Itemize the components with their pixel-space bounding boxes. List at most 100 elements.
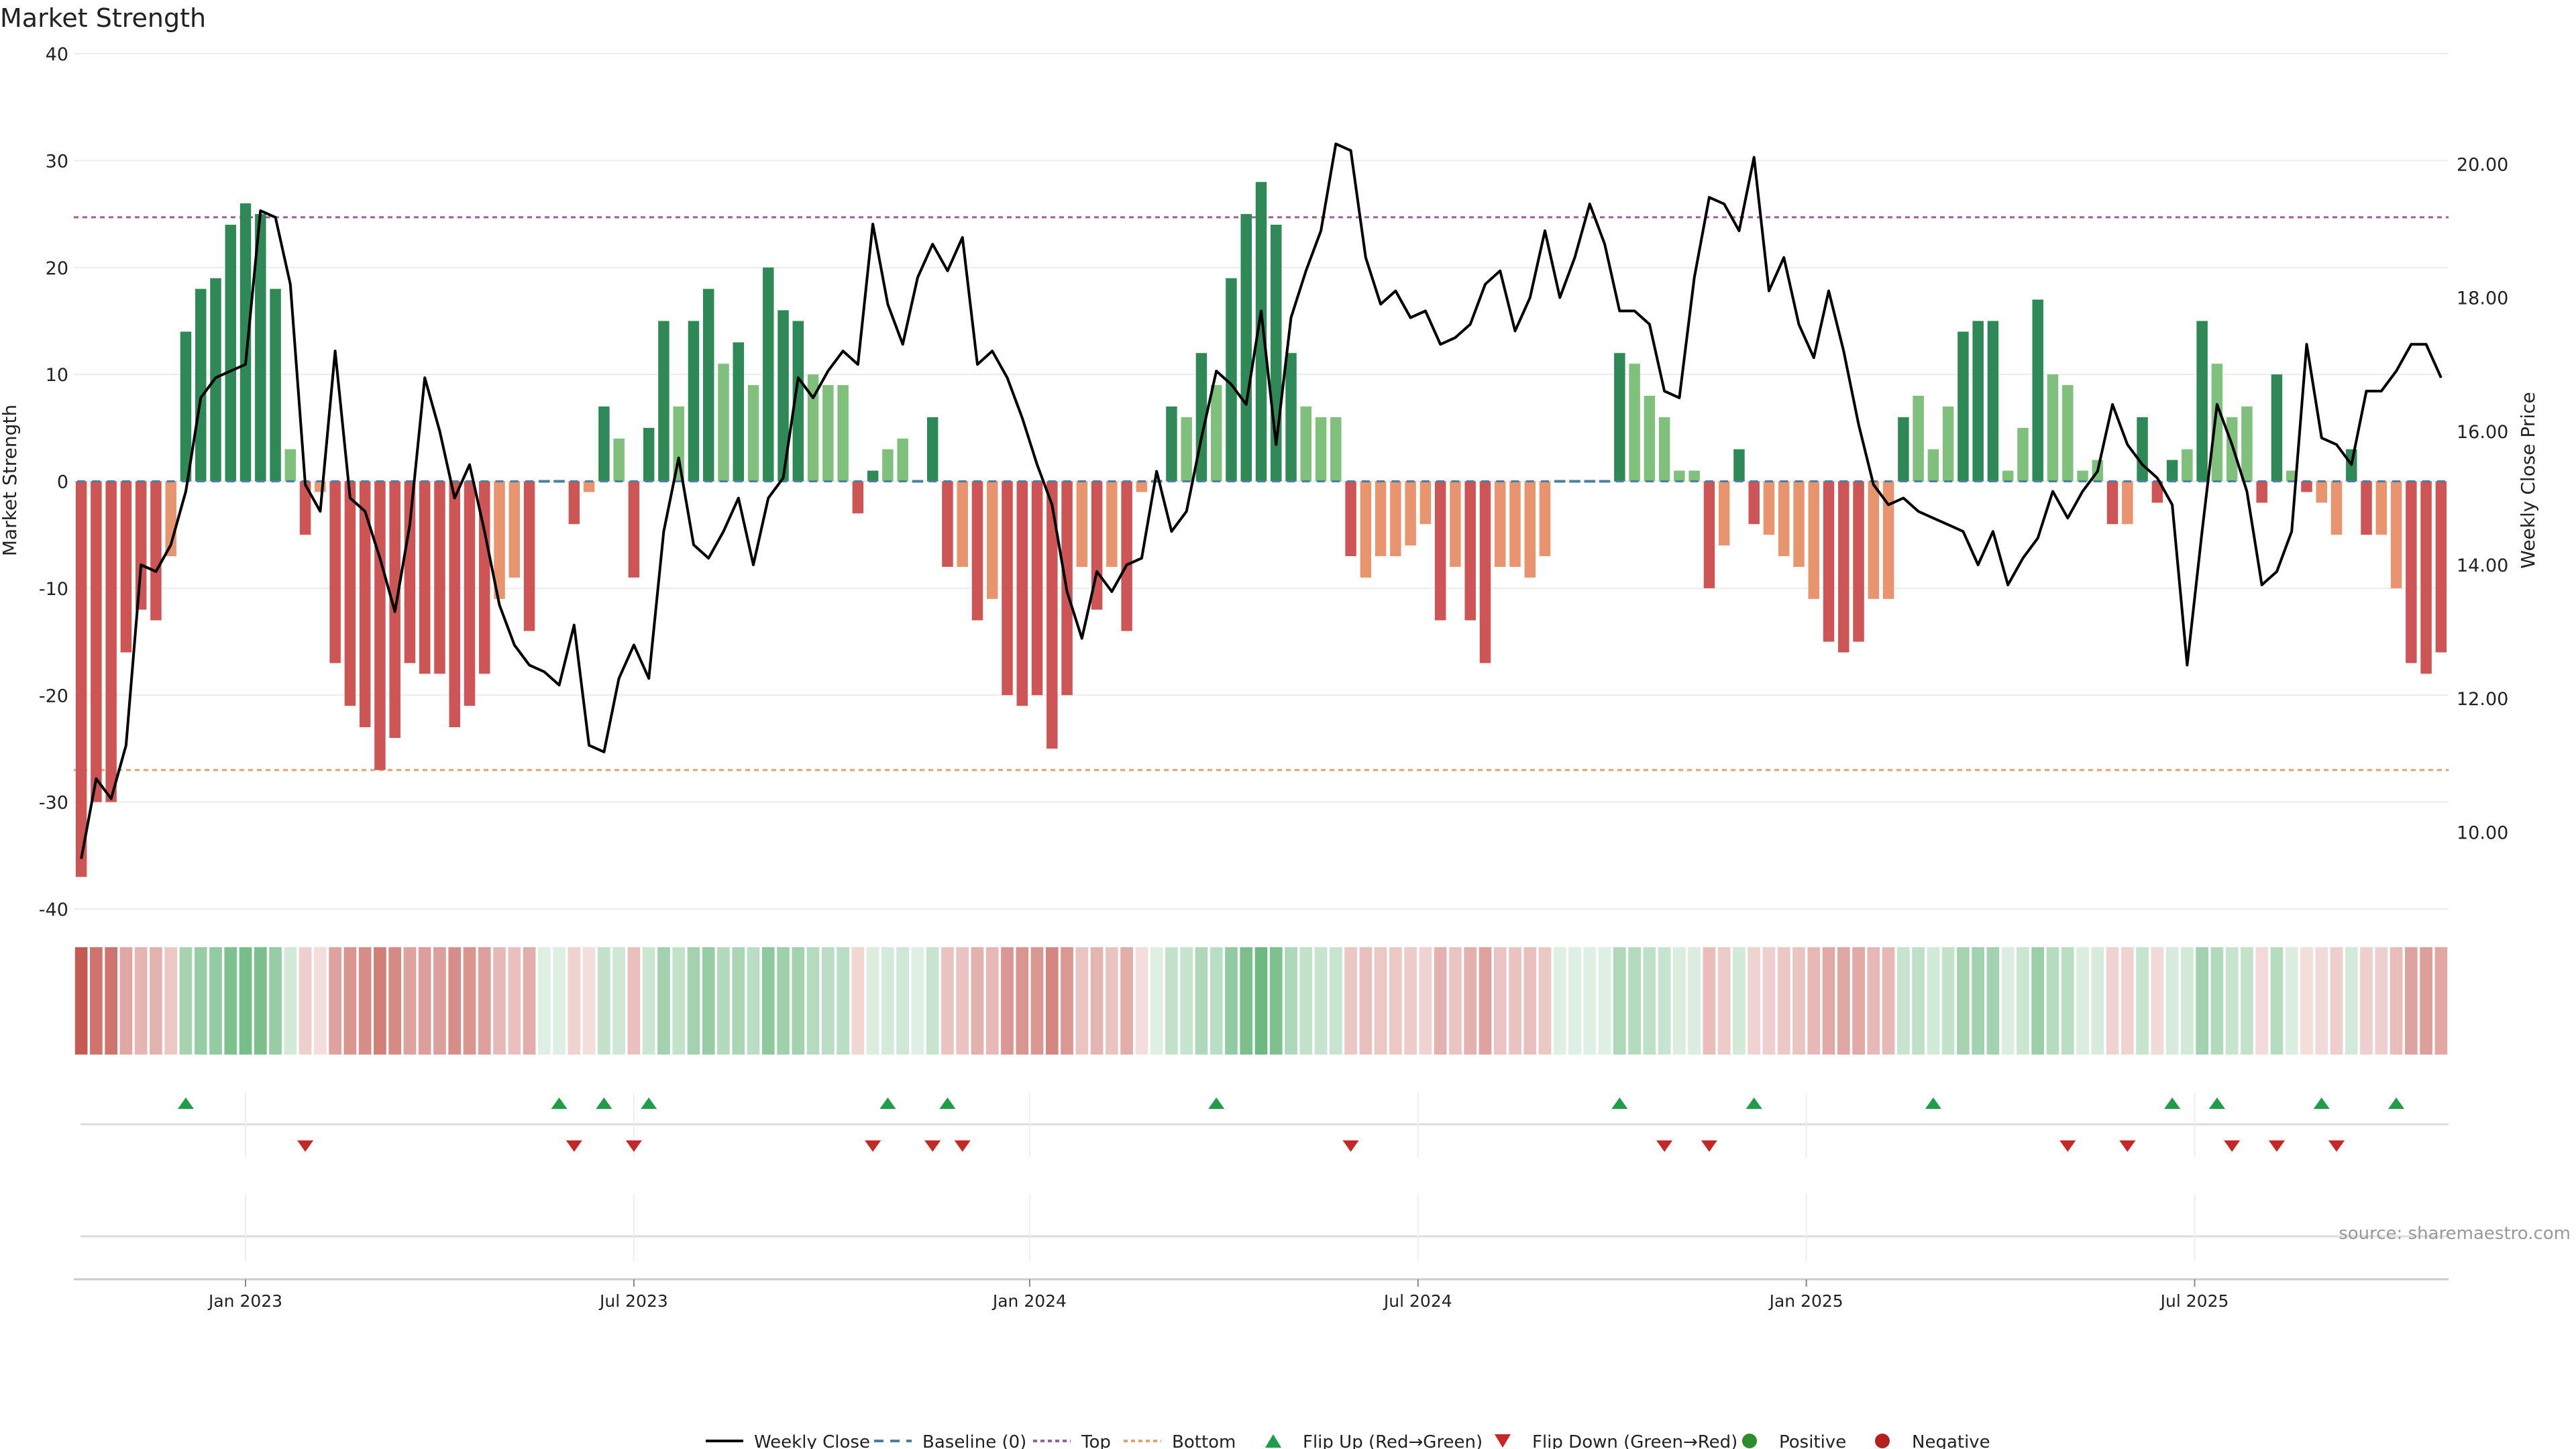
strength-bar [1181,417,1192,482]
strength-bar [2032,299,2043,482]
strength-bar [105,481,117,802]
heat-cell [209,947,222,1055]
strength-bar [1644,396,1656,482]
heat-cell [568,947,581,1055]
heat-cell [1986,947,2000,1055]
strength-bar [2406,481,2417,663]
heat-cell [1882,947,1895,1055]
strength-bar [2375,481,2387,535]
strength-bar [2435,481,2447,653]
heat-cell [896,947,910,1055]
strength-bar [255,214,266,482]
strength-bar [195,288,207,482]
heat-cell [1374,947,1387,1055]
strength-bar [1942,406,1954,482]
heat-cell [837,947,849,1055]
heat-cell [1807,947,1821,1055]
chart-title: Market Strength [0,3,206,33]
heat-cell [2031,947,2045,1055]
y-axis-label: Market Strength [0,405,21,556]
strength-bar [344,481,356,706]
strength-bar [120,481,132,653]
strength-bar [1629,364,1640,482]
weekly-close-line [80,142,2443,859]
left-axis: -40 -30 -20 -10 0 10 20 30 40 [39,44,68,920]
strength-bar [613,438,625,482]
heat-cell [2270,947,2284,1055]
strength-bar [926,417,938,482]
heat-cell [1957,947,1970,1055]
strength-bar [1509,481,1521,567]
heat-cell [1359,947,1373,1055]
heat-cell [2210,947,2224,1055]
strength-bar [942,481,953,567]
strength-bar [299,481,311,535]
legend-swatch-dot [1875,1434,1890,1448]
heat-cell [1299,947,1313,1055]
heat-cell [418,947,431,1055]
strength-bar [270,288,281,482]
strength-bar [284,449,297,482]
heat-cell [1613,947,1626,1055]
y2-tick-label: 18.00 [2457,288,2508,309]
strength-bar [2106,481,2118,525]
strength-bar [733,342,744,482]
y2-tick-label: 10.00 [2457,822,2508,843]
strength-bar [718,364,729,482]
heat-cell [150,947,162,1055]
heat-cell [2091,947,2104,1055]
heat-cell [1523,947,1537,1055]
heat-cell [761,947,775,1055]
strength-bar [2301,481,2312,492]
heat-cell [329,947,341,1055]
heat-cell [343,947,357,1055]
x-tick-label: Jul 2025 [2159,1291,2229,1311]
strength-bar [374,481,386,770]
y-tick-label: 10 [46,365,68,386]
heat-cell [1106,947,1118,1055]
strength-bar [2286,470,2298,482]
strength-bar [2361,481,2372,535]
x-tick-label: Jan 2025 [1768,1291,1843,1311]
strength-bar [1330,417,1342,482]
heat-cell [1493,947,1507,1055]
strength-bar [1972,321,1984,482]
strength-bar [180,331,192,482]
strength-bar [1210,385,1222,482]
heat-cell [1449,947,1462,1055]
heat-cell [1688,947,1701,1055]
heat-cell [2106,947,2119,1055]
legend-swatch-down [1495,1434,1511,1448]
heat-cell [1344,947,1357,1055]
flip-up-marker [551,1097,568,1109]
strength-bar [971,481,983,621]
heat-cell [508,947,521,1055]
flip-up-marker [1925,1097,1941,1109]
heat-cell [90,947,103,1055]
heat-cell [1045,947,1059,1055]
heat-cell [1030,947,1044,1055]
strength-bar [1808,481,1820,599]
heat-cell [1150,947,1163,1055]
strength-bar [523,481,535,631]
strength-bar [75,481,87,877]
flip-up-marker [2313,1097,2330,1109]
flip-down-marker [1701,1140,1717,1152]
flip-down-marker [954,1140,971,1152]
strength-bar [822,385,834,482]
strength-bar [1898,417,1909,482]
strength-bar [1524,481,1536,578]
y2-tick-label: 12.00 [2457,689,2508,710]
strength-bar [583,481,595,492]
heat-cell [2225,947,2239,1055]
flip-up-marker [879,1097,896,1109]
heat-cell [358,947,372,1055]
heat-cell [821,947,835,1055]
strength-bar [1733,449,1745,482]
strength-bar [1106,481,1118,567]
legend-label: Top [1081,1432,1111,1449]
heat-cell [582,947,596,1055]
strength-bar [1419,481,1432,525]
heat-cell [1419,947,1432,1055]
flip-up-marker [1208,1097,1225,1109]
